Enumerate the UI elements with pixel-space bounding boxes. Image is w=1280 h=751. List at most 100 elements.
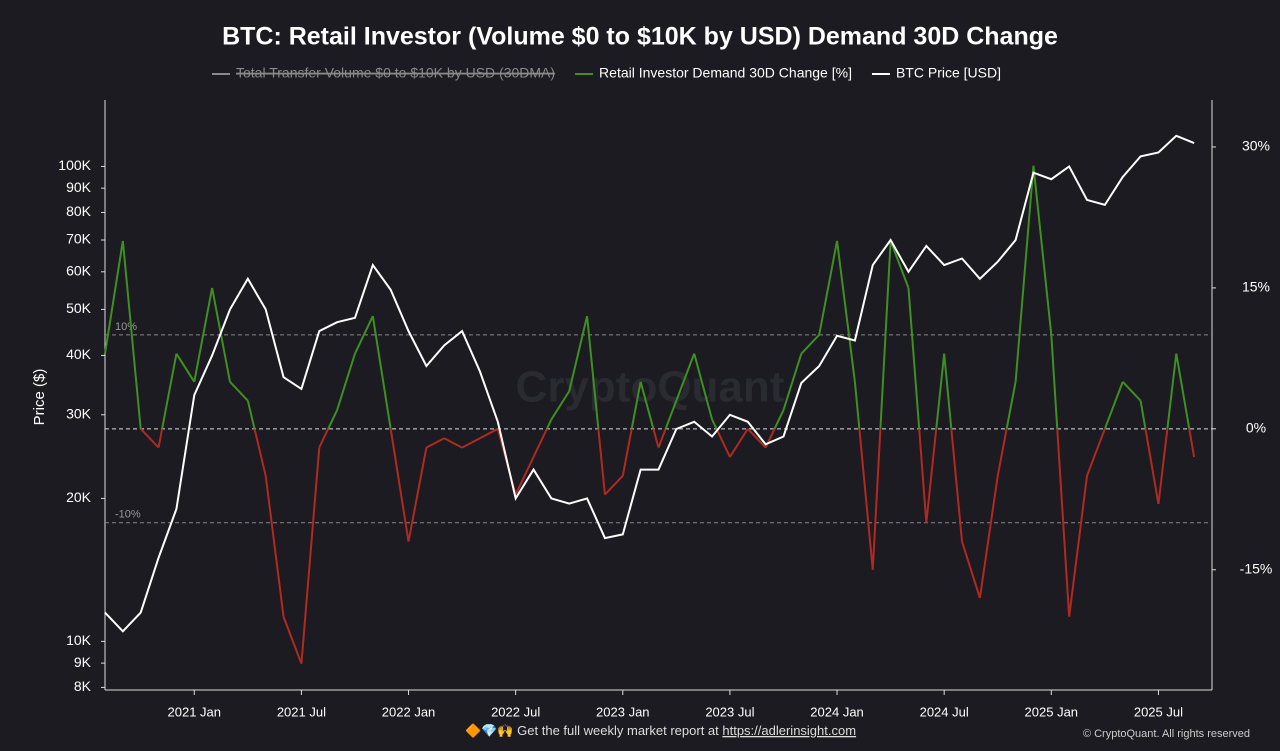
- demand-segment: [675, 353, 696, 401]
- y-tick-label: 8K: [74, 678, 92, 694]
- demand-segment: [879, 240, 892, 429]
- demand-segment: [425, 437, 445, 449]
- y-tick-label: 10K: [66, 632, 92, 648]
- demand-segment: [1103, 381, 1124, 430]
- y-tick-label: 20K: [66, 489, 92, 505]
- reference-label: -10%: [115, 509, 141, 521]
- demand-segment: [773, 409, 785, 430]
- y2-tick-label: 0%: [1246, 420, 1266, 436]
- demand-segment: [652, 428, 660, 448]
- demand-segment: [1166, 353, 1178, 429]
- demand-segment: [300, 447, 321, 664]
- y-tick-label: 30K: [66, 405, 92, 421]
- demand-segment: [318, 428, 330, 449]
- x-tick-label: 2023 Jul: [705, 704, 754, 719]
- price-line: [104, 134, 1195, 633]
- demand-segment: [996, 428, 1008, 476]
- demand-segment: [443, 437, 463, 449]
- y-axis-label: Price ($): [31, 369, 48, 426]
- x-tick-label: 2021 Jul: [277, 704, 326, 719]
- demand-segment: [157, 428, 164, 448]
- demand-segment: [664, 400, 678, 430]
- demand-segment: [853, 381, 861, 429]
- demand-segment: [711, 418, 718, 430]
- x-tick-label: 2022 Jan: [382, 704, 436, 719]
- x-tick-label: 2025 Jul: [1134, 704, 1183, 719]
- y-tick-label: 80K: [66, 203, 92, 219]
- reference-label: 10%: [115, 321, 137, 333]
- legend-label: Retail Investor Demand 30D Change [%]: [599, 65, 852, 81]
- demand-segment: [1144, 428, 1160, 505]
- demand-segment: [336, 353, 356, 411]
- demand-segment: [836, 240, 856, 382]
- y-tick-label: 50K: [66, 300, 92, 316]
- demand-segment: [918, 428, 928, 523]
- x-tick-label: 2024 Jul: [920, 704, 969, 719]
- demand-segment: [782, 353, 803, 411]
- y-tick-label: 100K: [58, 157, 91, 173]
- demand-segment: [871, 428, 882, 570]
- copyright: © CryptoQuant. All rights reserved: [1083, 728, 1250, 740]
- demand-segment: [1068, 475, 1089, 617]
- demand-segment: [1014, 165, 1035, 382]
- x-tick-label: 2021 Jan: [168, 704, 222, 719]
- demand-segment: [161, 353, 178, 430]
- demand-segment: [961, 541, 981, 599]
- demand-segment: [818, 240, 839, 336]
- demand-segment: [889, 240, 910, 289]
- demand-segment: [193, 287, 214, 383]
- x-tick-label: 2024 Jan: [810, 704, 864, 719]
- demand-segment: [1056, 428, 1071, 617]
- demand-segment: [229, 381, 249, 402]
- y-tick-label: 90K: [66, 179, 92, 195]
- demand-segment: [630, 381, 642, 430]
- demand-segment: [586, 315, 600, 429]
- demand-segment: [978, 475, 999, 599]
- footer-link[interactable]: https://adlerinsight.com: [722, 723, 856, 738]
- demand-segment: [264, 475, 285, 617]
- demand-segment: [1175, 353, 1191, 429]
- demand-segment: [546, 418, 553, 430]
- demand-segment: [282, 616, 303, 665]
- demand-segment: [246, 400, 256, 430]
- demand-segment: [925, 428, 938, 523]
- demand-segment: [1032, 165, 1053, 335]
- demand-segment: [597, 428, 606, 495]
- footer: 🔶💎🙌 Get the full weekly market report at…: [465, 723, 856, 738]
- demand-segment: [950, 428, 964, 542]
- demand-segment: [1188, 428, 1196, 458]
- x-tick-label: 2022 Jul: [491, 704, 540, 719]
- demand-segment: [693, 353, 714, 420]
- demand-segment: [715, 428, 731, 458]
- demand-segment: [729, 428, 749, 458]
- footer-text: 🔶💎🙌 Get the full weekly market report at: [465, 723, 722, 738]
- demand-segment: [514, 456, 535, 496]
- demand-segment: [747, 428, 767, 449]
- demand-segment: [104, 240, 124, 354]
- demand-segment: [461, 437, 481, 449]
- y2-tick-label: 30%: [1242, 138, 1270, 154]
- demand-segment: [943, 353, 953, 429]
- demand-segment: [800, 334, 820, 355]
- x-tick-label: 2023 Jan: [596, 704, 650, 719]
- x-tick-label: 2025 Jan: [1025, 704, 1079, 719]
- demand-segment: [858, 428, 874, 570]
- demand-segment: [354, 315, 374, 355]
- y2-tick-label: 15%: [1242, 279, 1270, 295]
- demand-segment: [371, 315, 392, 429]
- y-tick-label: 40K: [66, 346, 92, 362]
- demand-segment: [907, 287, 921, 429]
- demand-segment: [639, 381, 655, 430]
- demand-segment: [532, 428, 548, 458]
- legend-label: BTC Price [USD]: [896, 65, 1001, 81]
- demand-segment: [253, 428, 267, 477]
- y-tick-label: 70K: [66, 231, 92, 247]
- demand-segment: [139, 428, 160, 449]
- demand-segment: [479, 427, 499, 440]
- demand-segment: [1157, 428, 1169, 505]
- demand-segment: [1050, 334, 1059, 429]
- demand-segment: [550, 390, 571, 420]
- demand-segment: [604, 475, 624, 496]
